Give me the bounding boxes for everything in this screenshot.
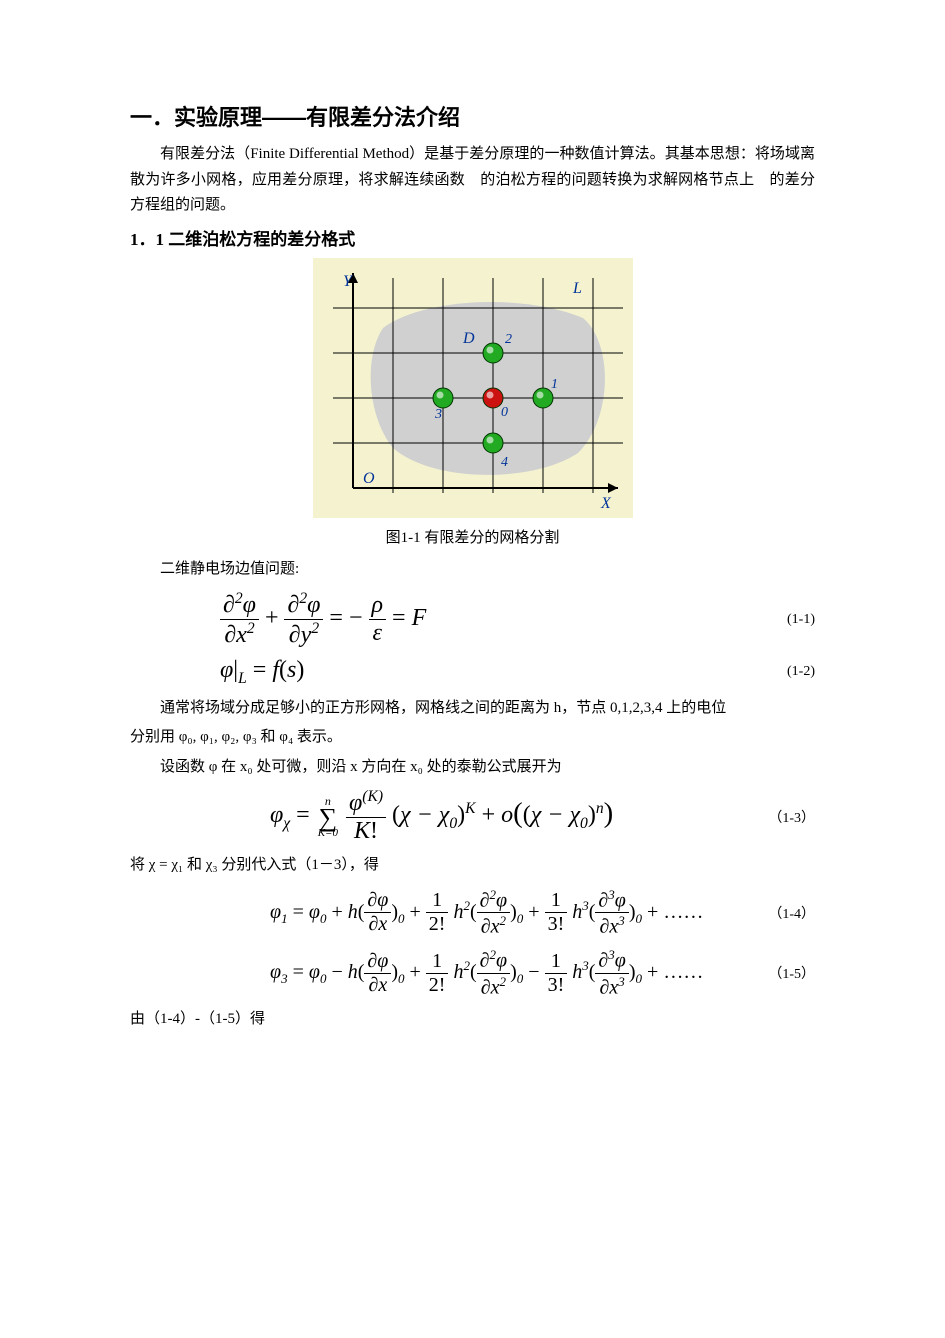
svg-text:1: 1 xyxy=(551,377,558,392)
equation-1-1-body: ∂2φ∂x2 + ∂2φ∂y2 = − ρε = F xyxy=(220,590,735,649)
intro-paragraph: 有限差分法（Finite Differential Method）是基于差分原理… xyxy=(130,142,815,219)
equation-1-2-number: (1-2) xyxy=(735,664,815,680)
equation-1-4-body: φ1 = φ0 + h(∂φ∂x)0 + 12! h2(∂2φ∂x2)0 + 1… xyxy=(270,887,735,939)
equation-1-5: φ3 = φ0 − h(∂φ∂x)0 + 12! h2(∂2φ∂x2)0 − 1… xyxy=(130,947,815,999)
text-taylor: 设函数 φ 在 x₀ 处可微，则沿 x 方向在 x₀ 处的泰勒公式展开为 xyxy=(130,755,815,781)
svg-text:O: O xyxy=(363,470,375,487)
text-bvp: 二维静电场边值问题: xyxy=(130,557,815,583)
text-grid-1: 通常将场域分成足够小的正方形网格，网格线之间的距离为 h，节点 0,1,2,3,… xyxy=(130,696,815,722)
svg-text:4: 4 xyxy=(501,455,508,470)
equation-1-4-number: （1-4） xyxy=(735,903,815,923)
equation-1-1-number: (1-1) xyxy=(735,612,815,628)
heading-1: 一．实验原理——有限差分法介绍 xyxy=(130,100,815,132)
page: 一．实验原理——有限差分法介绍 有限差分法（Finite Differentia… xyxy=(0,0,945,1338)
equation-1-3-number: （1-3） xyxy=(735,807,815,827)
svg-text:0: 0 xyxy=(501,405,508,420)
svg-text:3: 3 xyxy=(434,407,442,422)
equation-1-5-body: φ3 = φ0 − h(∂φ∂x)0 + 12! h2(∂2φ∂x2)0 − 1… xyxy=(270,947,735,999)
section-1-1-heading: 1．1 二维泊松方程的差分格式 xyxy=(130,225,815,250)
svg-text:D: D xyxy=(462,330,475,347)
equation-1-3-body: φχ = n ∑ K=0 φ(K)K! (χ − χ0)K + o((χ − χ… xyxy=(270,788,735,845)
figure-1-1-svg: 01234YXOLD xyxy=(313,258,633,518)
svg-text:X: X xyxy=(600,495,612,512)
figure-1-1: 01234YXOLD xyxy=(130,258,815,518)
svg-text:L: L xyxy=(572,280,582,297)
equation-1-3: φχ = n ∑ K=0 φ(K)K! (χ − χ0)K + o((χ − χ… xyxy=(130,788,815,845)
svg-text:2: 2 xyxy=(505,332,512,347)
equation-1-2-body: φ|L = f(s) xyxy=(220,657,735,688)
text-last: 由（1-4）-（1-5）得 xyxy=(130,1007,815,1033)
equation-1-2: φ|L = f(s) (1-2) xyxy=(130,657,815,688)
figure-1-1-caption: 图1-1 有限差分的网格分割 xyxy=(130,526,815,547)
text-substitute: 将 χ = χ₁ 和 χ₃ 分别代入式（1－3），得 xyxy=(130,853,815,879)
equation-1-4: φ1 = φ0 + h(∂φ∂x)0 + 12! h2(∂2φ∂x2)0 + 1… xyxy=(130,887,815,939)
equation-1-5-number: （1-5） xyxy=(735,963,815,983)
text-grid-2: 分别用 φ₀, φ₁, φ₂, φ₃ 和 φ₄ 表示。 xyxy=(130,725,815,751)
equation-1-1: ∂2φ∂x2 + ∂2φ∂y2 = − ρε = F (1-1) xyxy=(130,590,815,649)
